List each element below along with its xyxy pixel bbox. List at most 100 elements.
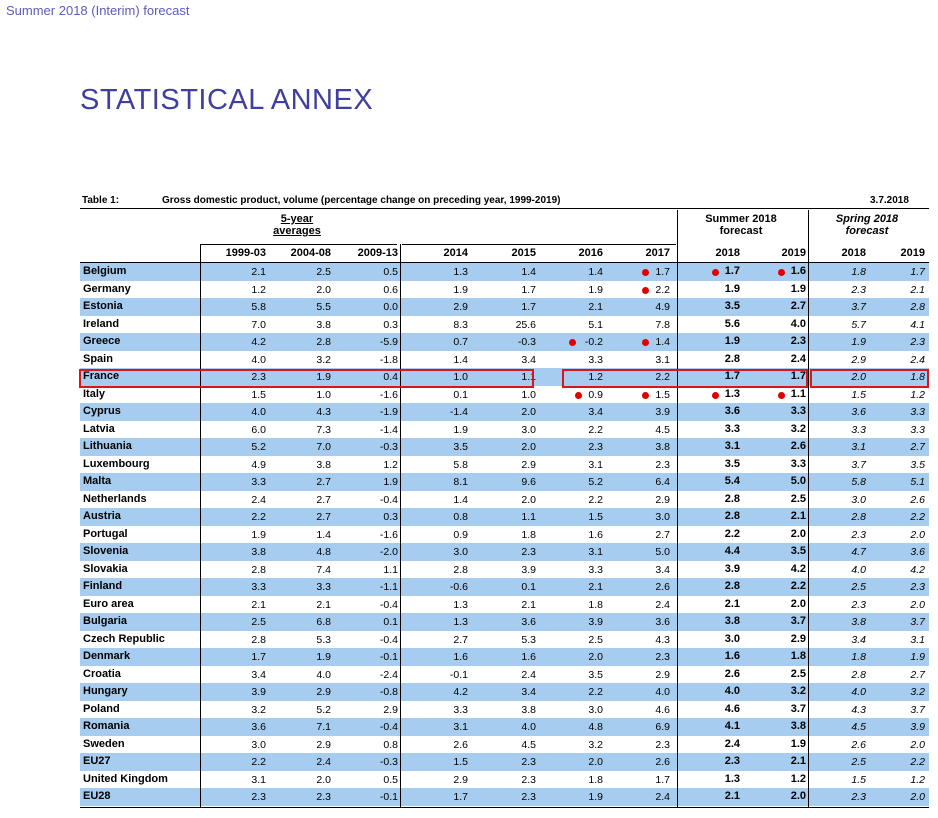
table-cell: 0.6 bbox=[383, 283, 398, 296]
table-cell: 1.7 bbox=[724, 370, 740, 382]
table-cell: -1.6 bbox=[379, 388, 398, 401]
table-cell: 3.7 bbox=[851, 301, 866, 313]
table-cell: 1.7 bbox=[655, 773, 670, 786]
table-date: 3.7.2018 bbox=[870, 195, 909, 206]
table-cell: -2.0 bbox=[379, 546, 398, 558]
table-cell: 2.1 bbox=[316, 598, 331, 611]
table-cell: 5.2 bbox=[316, 703, 331, 716]
table-cell: 1.9 bbox=[316, 371, 331, 383]
table-cell: 2.3 bbox=[724, 755, 740, 767]
table-cell: -0.1 bbox=[449, 668, 468, 681]
table-cell: 3.0 bbox=[588, 703, 603, 716]
table-cell: 3.3 bbox=[588, 353, 603, 366]
table-cell: 1.9 bbox=[790, 737, 806, 750]
table-cell: 2.9 bbox=[316, 686, 331, 698]
table-cell: 4.1 bbox=[724, 720, 740, 732]
column-header: 2019 bbox=[781, 247, 806, 259]
table-row: Czech Republic 2.8 5.3 -0.4 2.7 5.3 2.5 4.3 3.0 2… bbox=[80, 631, 929, 649]
table-cell: 3.6 bbox=[851, 406, 866, 418]
revision-dot-marker bbox=[642, 286, 650, 294]
table-cell: 4.0 bbox=[521, 721, 536, 733]
table-cell: 2.2 bbox=[724, 527, 740, 540]
table-cell: 5.3 bbox=[521, 633, 536, 646]
table-cell: 2.5 bbox=[790, 492, 806, 505]
table-cell: 2.9 bbox=[521, 458, 536, 471]
table-cell: 3.8 bbox=[790, 720, 806, 732]
table-cell: 1.5 bbox=[453, 756, 468, 768]
table-cell: 5.4 bbox=[724, 475, 740, 487]
table-cell: 1.3 bbox=[453, 616, 468, 628]
table-cell: 2.2 bbox=[910, 756, 925, 768]
table-row: Slovakia 2.8 7.4 1.1 2.8 3.9 3.3 3.4 3.9 4.2 4.0 4.… bbox=[80, 561, 929, 579]
table-cell: 3.4 bbox=[251, 668, 266, 681]
table-cell: 1.0 bbox=[453, 371, 468, 383]
table-cell: 3.9 bbox=[588, 616, 603, 628]
table-cell: 2.3 bbox=[655, 738, 670, 751]
table-cell: 3.2 bbox=[251, 703, 266, 716]
table-cell: 2.1 bbox=[588, 581, 603, 593]
table-row: Finland 3.3 3.3 -1.1 -0.6 0.1 2.1 2.6 2.8 2.2 2.5 2… bbox=[80, 578, 929, 596]
table-cell: 3.7 bbox=[790, 615, 806, 627]
table-row: Slovenia 3.8 4.8 -2.0 3.0 2.3 3.1 5.0 4.4 3.5 4.7 3… bbox=[80, 543, 929, 561]
table-cell: 2.0 bbox=[910, 791, 925, 803]
table-cell: 3.1 bbox=[588, 546, 603, 558]
country-name: Portugal bbox=[83, 527, 128, 540]
table-cell: 2.9 bbox=[655, 493, 670, 506]
table-cell: 3.2 bbox=[588, 738, 603, 751]
country-name: United Kingdom bbox=[83, 772, 168, 785]
table-cell: 5.8 bbox=[251, 301, 266, 313]
country-name: Netherlands bbox=[83, 492, 147, 505]
table-row: Bulgaria 2.5 6.8 0.1 1.3 3.6 3.9 3.6 3.8 3.7 3.8 3.… bbox=[80, 613, 929, 631]
table-cell: 3.6 bbox=[655, 616, 670, 628]
table-cell: 4.8 bbox=[588, 721, 603, 733]
table-cell: 0.5 bbox=[383, 773, 398, 786]
table-cell: 1.9 bbox=[316, 651, 331, 663]
col-separator bbox=[200, 244, 201, 807]
table-cell: 2.0 bbox=[910, 738, 925, 751]
table-cell: 2.3 bbox=[251, 791, 266, 803]
column-header: 1999-03 bbox=[225, 247, 266, 259]
table-cell: 4.4 bbox=[724, 545, 740, 557]
table-cell: 2.4 bbox=[251, 493, 266, 506]
table-cell: 1.9 bbox=[251, 528, 266, 541]
table-cell: 6.8 bbox=[316, 616, 331, 628]
table-cell: 1.9 bbox=[724, 282, 740, 295]
table-cell: 1.9 bbox=[588, 283, 603, 296]
revision-dot-marker bbox=[575, 391, 583, 399]
table-cell: 4.3 bbox=[655, 633, 670, 646]
country-name: Czech Republic bbox=[83, 632, 165, 645]
table-cell: 1.8 bbox=[588, 773, 603, 786]
annotation-box-france-history bbox=[79, 369, 534, 388]
table-cell: 2.6 bbox=[453, 738, 468, 751]
column-header: 2019 bbox=[900, 247, 925, 259]
table-cell: 4.0 bbox=[724, 685, 740, 697]
table-cell: 1.2 bbox=[588, 371, 603, 383]
column-header: 2014 bbox=[443, 247, 468, 259]
table-cell: 3.8 bbox=[655, 441, 670, 453]
table-cell: 8.3 bbox=[453, 318, 468, 331]
country-name: Italy bbox=[83, 387, 106, 400]
table-cell: 1.6 bbox=[453, 651, 468, 663]
table-cell: 1.9 bbox=[383, 476, 398, 488]
table-cell: 3.3 bbox=[851, 423, 866, 436]
table-cell: 2.7 bbox=[316, 476, 331, 488]
table-cell: 1.7 bbox=[521, 283, 536, 296]
table-cell: 2.3 bbox=[851, 791, 866, 803]
table-row: EU28 2.3 2.3 -0.1 1.7 2.3 1.9 2.4 2.1 2.0 2.3 2.0 bbox=[80, 788, 929, 806]
table-cell: 4.2 bbox=[453, 686, 468, 698]
table-cell: 1.1 bbox=[521, 511, 536, 523]
table-cell: 3.2 bbox=[790, 685, 806, 697]
table-row: Italy 1.5 1.0 -1.6 0.1 1.0 0.9 1.5 1.3 1.1 1.5 1.2 bbox=[80, 386, 929, 404]
table-cell: 3.8 bbox=[316, 318, 331, 331]
table-cell: 1.4 bbox=[588, 266, 603, 278]
table-cell: 5.2 bbox=[588, 476, 603, 488]
table-cell: 2.2 bbox=[655, 283, 670, 296]
table-cell: 1.3 bbox=[453, 598, 468, 611]
column-header: 2017 bbox=[645, 247, 670, 259]
table-cell: 2.8 bbox=[251, 633, 266, 646]
table-cell: 2.3 bbox=[316, 791, 331, 803]
table-cell: 3.9 bbox=[251, 686, 266, 698]
group-summer-line2: forecast bbox=[719, 225, 763, 237]
table-cell: 3.1 bbox=[910, 633, 925, 646]
table-cell: 1.5 bbox=[851, 773, 866, 786]
